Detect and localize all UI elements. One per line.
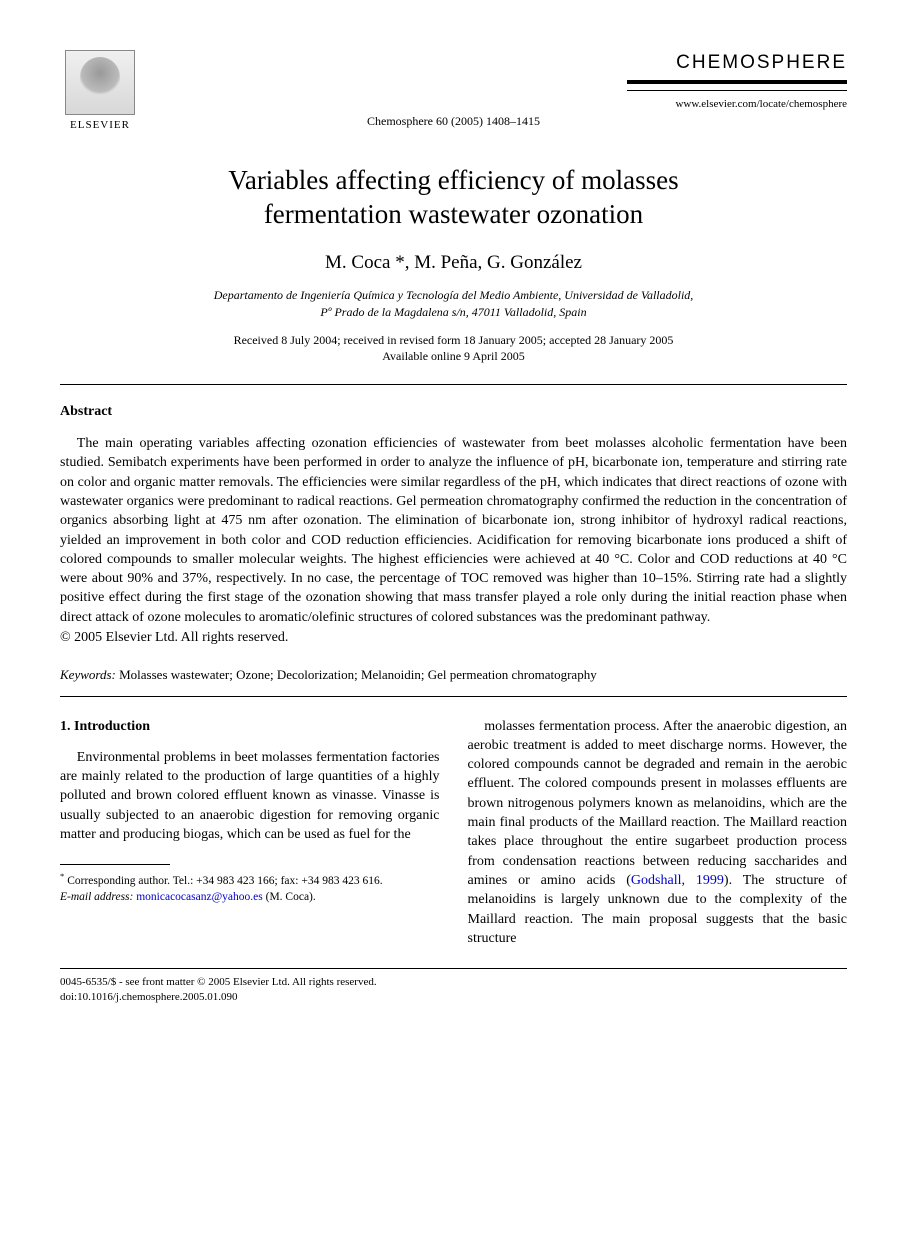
doi-line: doi:10.1016/j.chemosphere.2005.01.090	[60, 991, 238, 1003]
title-line-1: Variables affecting efficiency of molass…	[228, 165, 678, 195]
title-line-2: fermentation wastewater ozonation	[264, 199, 643, 229]
elsevier-tree-icon	[65, 50, 135, 115]
article-title: Variables affecting efficiency of molass…	[60, 164, 847, 232]
column-left: 1. Introduction Environmental problems i…	[60, 717, 440, 949]
abstract-copyright: © 2005 Elsevier Ltd. All rights reserved…	[60, 629, 847, 648]
corresponding-author-footnote: * Corresponding author. Tel.: +34 983 42…	[60, 871, 440, 905]
footnote-rule	[60, 864, 170, 865]
article-dates: Received 8 July 2004; received in revise…	[60, 332, 847, 364]
publisher-logo: ELSEVIER	[60, 50, 140, 135]
citation: Chemosphere 60 (2005) 1408–1415	[60, 113, 847, 129]
introduction-heading: 1. Introduction	[60, 717, 440, 736]
publisher-name: ELSEVIER	[70, 118, 130, 133]
authors: M. Coca *, M. Peña, G. González	[60, 250, 847, 276]
journal-rule-thick	[627, 80, 847, 84]
bottom-metadata: 0045-6535/$ - see front matter © 2005 El…	[60, 975, 847, 1005]
intro-paragraph-2: molasses fermentation process. After the…	[468, 717, 848, 949]
corr-author-email[interactable]: monicacocasanz@yahoo.es	[136, 891, 263, 903]
intro-paragraph-1: Environmental problems in beet molasses …	[60, 748, 440, 845]
keywords-label: Keywords:	[60, 667, 116, 682]
asterisk-icon: *	[60, 871, 64, 881]
abstract-heading: Abstract	[60, 403, 847, 422]
keywords: Keywords: Molasses wastewater; Ozone; De…	[60, 666, 847, 684]
bottom-rule	[60, 968, 847, 969]
citation-link-godshall[interactable]: Godshall, 1999	[631, 873, 724, 888]
affiliation: Departamento de Ingeniería Química y Tec…	[60, 287, 847, 319]
column-right: molasses fermentation process. After the…	[468, 717, 848, 949]
journal-url: www.elsevier.com/locate/chemosphere	[627, 97, 847, 112]
front-matter-line: 0045-6535/$ - see front matter © 2005 El…	[60, 976, 377, 988]
abstract-body: The main operating variables affecting o…	[60, 434, 847, 627]
corr-author-text: Corresponding author. Tel.: +34 983 423 …	[67, 875, 382, 887]
email-suffix: (M. Coca).	[263, 891, 316, 903]
col2-text-a: molasses fermentation process. After the…	[468, 719, 848, 889]
rule-above-abstract	[60, 384, 847, 385]
email-label: E-mail address:	[60, 891, 133, 903]
journal-name: CHEMOSPHERE	[627, 50, 847, 76]
rule-below-keywords	[60, 696, 847, 697]
keywords-text: Molasses wastewater; Ozone; Decolorizati…	[116, 667, 597, 682]
journal-banner: CHEMOSPHERE www.elsevier.com/locate/chem…	[627, 50, 847, 111]
body-columns: 1. Introduction Environmental problems i…	[60, 717, 847, 949]
affiliation-line-1: Departamento de Ingeniería Química y Tec…	[214, 288, 694, 302]
dates-line-1: Received 8 July 2004; received in revise…	[234, 333, 674, 347]
journal-rule-thin	[627, 90, 847, 91]
dates-line-2: Available online 9 April 2005	[382, 349, 524, 363]
affiliation-line-2: Pº Prado de la Magdalena s/n, 47011 Vall…	[320, 305, 586, 319]
